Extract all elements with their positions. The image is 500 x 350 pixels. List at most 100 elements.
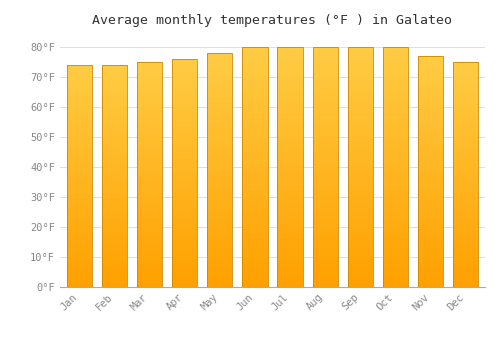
Bar [418, 97, 443, 99]
Bar [102, 190, 127, 193]
Bar [453, 62, 478, 287]
Bar [102, 76, 127, 79]
Bar [242, 263, 268, 266]
Bar [453, 225, 478, 228]
Bar [383, 143, 408, 146]
Bar [383, 155, 408, 158]
Bar [348, 281, 373, 284]
Bar [66, 107, 92, 110]
Bar [207, 217, 233, 220]
Bar [207, 214, 233, 217]
Bar [137, 102, 162, 104]
Bar [383, 179, 408, 182]
Bar [66, 165, 92, 168]
Bar [453, 208, 478, 211]
Bar [312, 236, 338, 239]
Bar [312, 92, 338, 95]
Bar [383, 146, 408, 149]
Bar [242, 98, 268, 101]
Bar [137, 158, 162, 160]
Bar [172, 199, 198, 202]
Bar [418, 177, 443, 180]
Bar [66, 154, 92, 156]
Bar [312, 56, 338, 59]
Bar [312, 47, 338, 287]
Bar [383, 122, 408, 125]
Bar [418, 119, 443, 122]
Bar [102, 140, 127, 143]
Bar [453, 262, 478, 265]
Bar [348, 245, 373, 248]
Bar [383, 176, 408, 179]
Bar [242, 266, 268, 269]
Bar [242, 134, 268, 137]
Bar [102, 143, 127, 146]
Bar [278, 50, 302, 53]
Bar [207, 114, 233, 117]
Bar [66, 245, 92, 248]
Bar [383, 125, 408, 128]
Bar [102, 134, 127, 137]
Bar [207, 275, 233, 278]
Bar [312, 209, 338, 212]
Bar [418, 88, 443, 91]
Bar [242, 74, 268, 77]
Bar [102, 204, 127, 206]
Bar [66, 118, 92, 120]
Bar [242, 92, 268, 95]
Bar [207, 147, 233, 149]
Bar [278, 113, 302, 116]
Bar [348, 158, 373, 161]
Bar [242, 272, 268, 275]
Bar [102, 220, 127, 223]
Bar [66, 179, 92, 182]
Bar [172, 236, 198, 239]
Bar [418, 151, 443, 154]
Bar [418, 226, 443, 229]
Bar [137, 203, 162, 205]
Bar [66, 273, 92, 276]
Bar [312, 140, 338, 143]
Bar [207, 91, 233, 94]
Bar [278, 275, 302, 278]
Bar [348, 176, 373, 179]
Bar [172, 110, 198, 113]
Bar [137, 93, 162, 96]
Bar [66, 173, 92, 176]
Bar [172, 279, 198, 281]
Bar [242, 179, 268, 182]
Bar [348, 122, 373, 125]
Bar [207, 112, 233, 114]
Bar [242, 197, 268, 200]
Bar [278, 203, 302, 206]
Bar [312, 167, 338, 170]
Bar [453, 152, 478, 155]
Bar [348, 197, 373, 200]
Bar [172, 239, 198, 241]
Bar [102, 87, 127, 90]
Bar [453, 233, 478, 236]
Bar [383, 245, 408, 248]
Bar [172, 113, 198, 116]
Bar [383, 98, 408, 101]
Bar [66, 182, 92, 184]
Bar [172, 68, 198, 70]
Bar [137, 132, 162, 135]
Bar [312, 98, 338, 101]
Bar [418, 108, 443, 111]
Bar [312, 59, 338, 62]
Bar [383, 284, 408, 287]
Bar [207, 126, 233, 129]
Bar [418, 223, 443, 226]
Bar [242, 113, 268, 116]
Bar [137, 149, 162, 152]
Bar [137, 267, 162, 270]
Bar [348, 110, 373, 113]
Bar [418, 56, 443, 287]
Bar [207, 179, 233, 182]
Bar [66, 187, 92, 190]
Bar [242, 152, 268, 155]
Bar [348, 227, 373, 230]
Bar [137, 138, 162, 141]
Bar [207, 158, 233, 161]
